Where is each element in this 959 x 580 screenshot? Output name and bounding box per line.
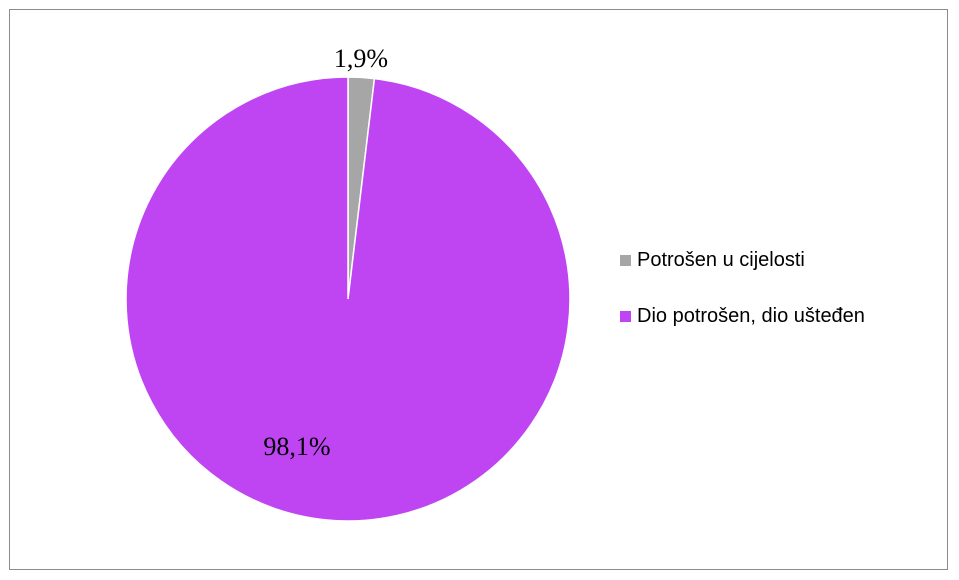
legend-swatch-dio-potrosen xyxy=(620,310,631,322)
legend-swatch-potrosen xyxy=(620,254,631,266)
legend-label-dio-potrosen: Dio potrošen, dio uštеđen xyxy=(637,304,865,327)
pie-slice-2 xyxy=(125,76,571,522)
data-label-slice-1: 1,9% xyxy=(334,44,388,73)
legend-item-dio-potrosen: Dio potrošen, dio uštеđen xyxy=(620,302,865,330)
pie-slices xyxy=(125,76,571,522)
legend-item-potrosen: Potrošen u cijelosti xyxy=(620,246,865,274)
data-label-slice-2: 98,1% xyxy=(263,432,330,461)
legend: Potrošen u cijelosti Dio potrošen, dio u… xyxy=(620,246,865,358)
legend-label-potrosen: Potrošen u cijelosti xyxy=(637,248,805,271)
